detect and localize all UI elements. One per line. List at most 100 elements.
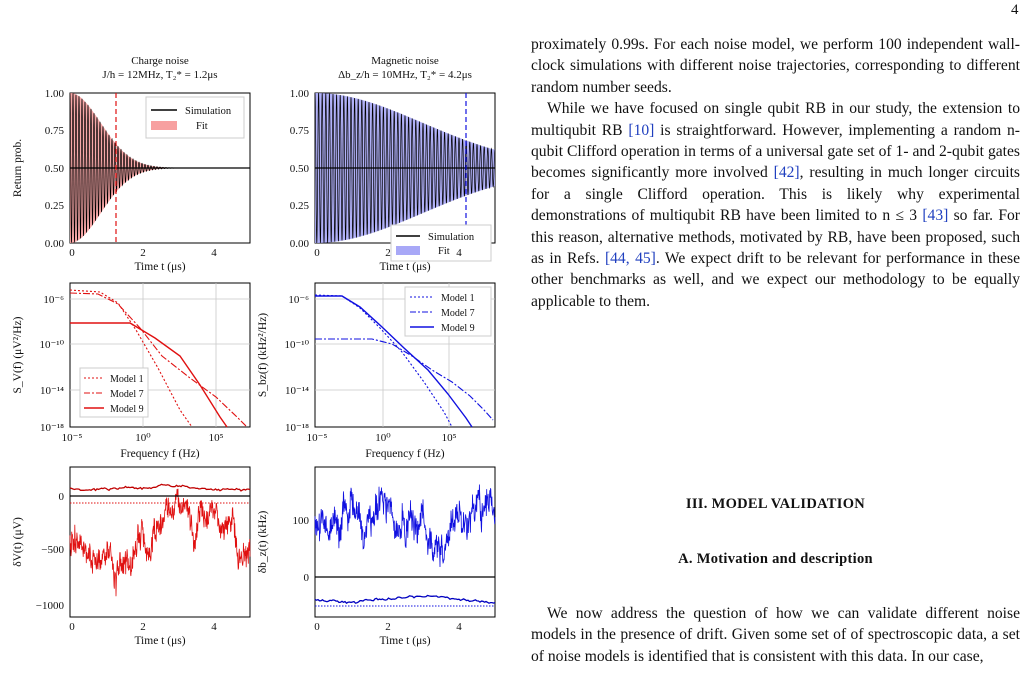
magnetic-trace-xticks: 0 2 4	[314, 621, 462, 633]
magnetic-psd-plot: Model 1 Model 7 Model 9 10⁻⁶ 10⁻¹⁰ 10⁻¹⁴…	[257, 282, 496, 460]
section-heading: III. MODEL VALIDATION	[685, 496, 866, 512]
charge-drift-trace	[69, 483, 251, 492]
svg-text:−500: −500	[41, 544, 64, 556]
magnetic-model1-curve	[314, 294, 453, 428]
svg-text:10⁻¹⁸: 10⁻¹⁸	[285, 422, 309, 434]
magnetic-return-xlabel: Time t (μs)	[379, 261, 430, 273]
svg-text:10⁻¹⁸: 10⁻¹⁸	[40, 422, 64, 434]
svg-text:10⁻⁶: 10⁻⁶	[43, 294, 64, 306]
text-column: proximately 0.99s. For each noise model,…	[531, 34, 1020, 312]
svg-text:10⁻¹⁰: 10⁻¹⁰	[284, 339, 309, 351]
svg-text:2: 2	[140, 247, 146, 259]
charge-model7-curve	[69, 292, 248, 428]
charge-trace-xticks: 0 2 4	[69, 621, 217, 633]
svg-text:0.75: 0.75	[45, 125, 65, 137]
svg-text:Model 7: Model 7	[441, 308, 475, 319]
svg-text:Model 9: Model 9	[110, 404, 144, 415]
magnetic-psd-xticks: 10⁻⁵ 10⁰ 10⁵	[307, 432, 457, 444]
magnetic-model7-curve	[315, 338, 494, 421]
svg-text:10⁻⁵: 10⁻⁵	[62, 432, 83, 444]
svg-text:0.00: 0.00	[45, 238, 65, 250]
paragraph-3: We now address the question of how we ca…	[531, 605, 1020, 665]
svg-text:10⁻⁵: 10⁻⁵	[307, 432, 328, 444]
magnetic-psd-legend: Model 1 Model 7 Model 9	[404, 286, 492, 337]
magnetic-params: Δb_z/h = 10MHz, T₂* = 4.2μs	[338, 69, 472, 81]
svg-text:10⁻¹⁰: 10⁻¹⁰	[39, 339, 64, 351]
citation-link[interactable]: [10]	[628, 121, 655, 139]
magnetic-return-legend: Simulation Fit	[390, 224, 492, 262]
charge-psd-legend: Model 1 Model 7 Model 9	[79, 367, 149, 418]
magnetic-title: Magnetic noise	[371, 55, 439, 67]
magnetic-psd-xlabel: Frequency f (Hz)	[365, 448, 444, 460]
svg-text:0.00: 0.00	[290, 238, 310, 250]
svg-text:0.25: 0.25	[45, 200, 65, 212]
magnetic-return-yticks: 1.00 0.75 0.50 0.25 0.00	[290, 88, 310, 250]
charge-return-legend: Simulation Fit	[145, 96, 245, 139]
svg-text:0: 0	[69, 621, 75, 633]
svg-text:4: 4	[456, 621, 462, 633]
magnetic-return-xticks: 0 2 4	[314, 247, 462, 259]
charge-psd-xlabel: Frequency f (Hz)	[120, 448, 199, 460]
svg-text:2: 2	[385, 247, 391, 259]
charge-psd-xticks: 10⁻⁵ 10⁰ 10⁵	[62, 432, 224, 444]
magnetic-return-plot: Simulation Fit 1.00 0.75 0.50 0.25 0.00 …	[290, 88, 496, 273]
svg-text:1.00: 1.00	[45, 88, 65, 100]
dv-ylabel: δV(t) (μV)	[12, 517, 24, 567]
return-prob-ylabel: Return prob.	[12, 139, 24, 197]
sb-ylabel: S_bz(f) (kHz²/Hz)	[257, 313, 269, 397]
charge-noise-trace	[69, 488, 251, 597]
svg-text:4: 4	[211, 621, 217, 633]
svg-text:Fit: Fit	[438, 246, 450, 257]
svg-text:Model 1: Model 1	[441, 293, 475, 304]
svg-text:10⁻⁶: 10⁻⁶	[288, 294, 309, 306]
figure: Charge noise J/h = 12MHz, T₂* = 1.2μs Ma…	[12, 55, 496, 647]
svg-text:0: 0	[314, 247, 320, 259]
sv-ylabel: S_V(f) (μV²/Hz)	[12, 316, 24, 393]
page-number: 4	[1011, 2, 1019, 18]
svg-text:0: 0	[59, 491, 65, 503]
citation-link[interactable]: [42]	[773, 164, 800, 182]
svg-text:Model 1: Model 1	[110, 374, 144, 385]
svg-text:2: 2	[385, 621, 391, 633]
charge-return-xticks: 0 2 4	[69, 247, 217, 259]
svg-text:1.00: 1.00	[290, 88, 310, 100]
svg-text:10⁻¹⁴: 10⁻¹⁴	[40, 385, 64, 397]
db-ylabel: δb_z(t) (kHz)	[257, 511, 269, 574]
paragraph-1: proximately 0.99s. For each noise model,…	[531, 36, 1020, 96]
citation-link[interactable]: [44, 45]	[604, 250, 656, 268]
charge-return-plot: Simulation Fit 1.00 0.75 0.50 0.25 0.00 …	[12, 88, 251, 273]
charge-return-yticks: 1.00 0.75 0.50 0.25 0.00	[45, 88, 65, 250]
svg-text:0: 0	[304, 572, 310, 584]
magnetic-trace-xlabel: Time t (μs)	[379, 635, 430, 647]
svg-text:−1000: −1000	[36, 600, 65, 612]
citation-link[interactable]: [43]	[922, 207, 949, 225]
svg-text:0: 0	[69, 247, 75, 259]
svg-text:10⁻¹⁴: 10⁻¹⁴	[285, 385, 309, 397]
svg-text:0.25: 0.25	[290, 200, 310, 212]
svg-text:10⁰: 10⁰	[135, 432, 151, 444]
svg-text:2: 2	[140, 621, 146, 633]
svg-text:4: 4	[211, 247, 217, 259]
magnetic-trace-yticks: 100 0	[293, 515, 310, 584]
charge-trace-yticks: 0 −500 −1000	[36, 491, 65, 612]
svg-text:Simulation: Simulation	[428, 232, 475, 243]
charge-psd-yticks: 10⁻⁶ 10⁻¹⁰ 10⁻¹⁴ 10⁻¹⁸	[39, 294, 64, 434]
charge-trace-xlabel: Time t (μs)	[134, 635, 185, 647]
svg-text:0.75: 0.75	[290, 125, 310, 137]
charge-title: Charge noise	[131, 55, 189, 67]
magnetic-simulation-line	[314, 92, 496, 244]
svg-text:10⁰: 10⁰	[375, 432, 391, 444]
svg-text:10⁵: 10⁵	[209, 432, 224, 444]
magnetic-model9-curve	[315, 295, 473, 428]
charge-trace-plot: 0 −500 −1000 0 2 4 Time t (μs) δV(t) (μV…	[12, 466, 251, 647]
charge-model9-curve	[70, 322, 228, 428]
svg-text:Model 7: Model 7	[110, 389, 144, 400]
legend-fit: Fit	[196, 121, 208, 132]
svg-text:100: 100	[293, 515, 310, 527]
charge-params: J/h = 12MHz, T₂* = 1.2μs	[102, 69, 217, 81]
charge-psd-plot: Model 1 Model 7 Model 9 10⁻⁶ 10⁻¹⁰ 10⁻¹⁴…	[12, 282, 251, 460]
magnetic-drift-trace	[314, 594, 496, 605]
svg-text:0.50: 0.50	[290, 163, 310, 175]
charge-return-xlabel: Time t (μs)	[134, 261, 185, 273]
svg-text:4: 4	[456, 247, 462, 259]
